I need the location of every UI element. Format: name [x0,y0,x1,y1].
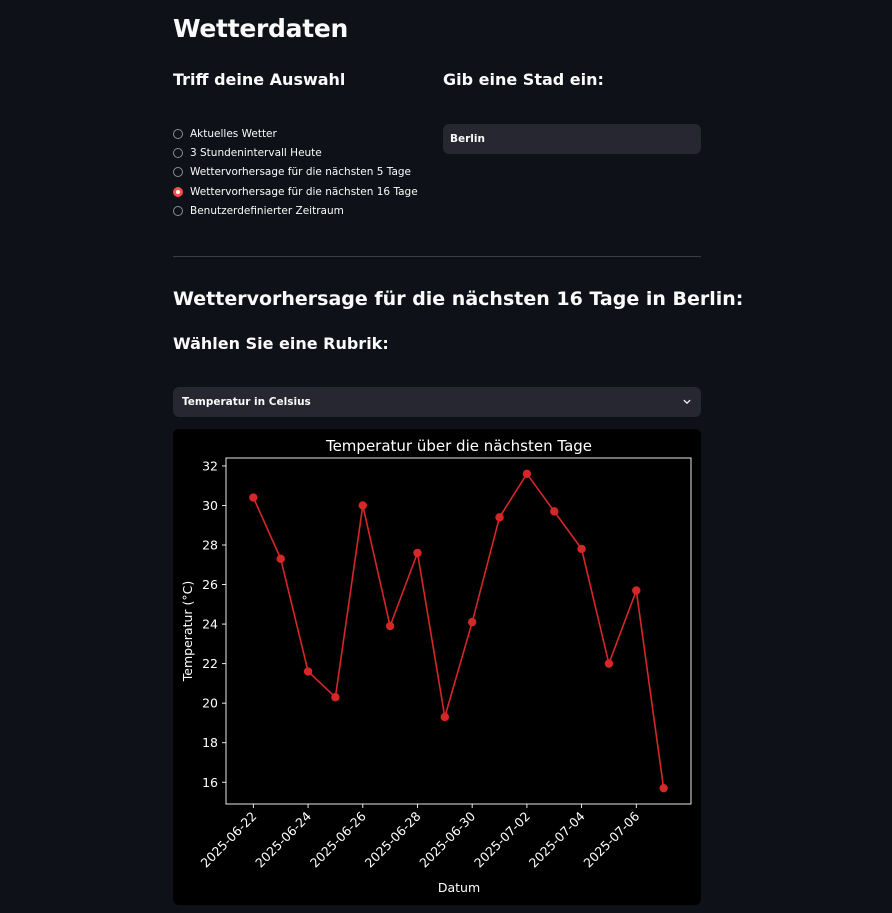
x-tick-label: 2025-06-26 [307,808,369,870]
view-radio-group: Aktuelles Wetter 3 Stundenintervall Heut… [173,124,423,221]
radio-option-3h-interval[interactable]: 3 Stundenintervall Heute [173,143,423,162]
chart-y-label: Temperatur (°C) [180,581,195,682]
y-tick-label: 26 [202,577,218,592]
selection-heading: Triff deine Auswahl [173,70,346,89]
radio-label: 3 Stundenintervall Heute [190,147,322,160]
y-tick-label: 20 [202,696,218,711]
x-tick-label: 2025-07-04 [526,808,588,870]
data-point [632,586,641,595]
x-axis-ticks: 2025-06-222025-06-242025-06-262025-06-28… [197,804,642,870]
x-tick-label: 2025-07-06 [580,808,642,870]
data-point [331,693,340,702]
page-title: Wetterdaten [173,14,348,43]
radio-label: Wettervorhersage für die nächsten 5 Tage [190,166,412,179]
data-point [604,659,614,668]
data-point [577,544,586,554]
rubric-select-value: Temperatur in Celsius [182,396,311,408]
y-tick-label: 22 [202,656,218,671]
chart-plot-frame [225,457,692,805]
city-heading: Gib eine Stad ein: [443,70,604,89]
data-point [303,667,313,676]
x-tick-label: 2025-06-30 [416,808,478,870]
temperature-chart-svg: Temperatur über die nächsten Tage Datum … [180,437,692,895]
data-point [385,621,395,631]
city-input[interactable] [443,124,701,154]
y-tick-label: 32 [202,458,218,473]
radio-label: Aktuelles Wetter [190,127,277,140]
radio-option-16-day-forecast[interactable]: Wettervorhersage für die nächsten 16 Tag… [173,182,423,201]
y-axis-ticks: 16 18 20 22 24 26 28 30 32 [202,458,226,790]
chart-x-label: Datum [438,880,480,895]
data-point [249,493,258,502]
temperature-series [249,469,668,793]
data-point [276,554,285,564]
data-point [550,507,559,516]
radio-circle-icon [173,128,183,139]
y-tick-label: 24 [202,617,218,632]
data-point [440,712,450,722]
y-tick-label: 16 [202,775,218,790]
data-point [659,783,668,793]
data-point [495,513,504,522]
data-point [467,617,477,627]
data-point [358,501,367,510]
data-point [522,469,532,479]
x-tick-label: 2025-07-02 [471,809,533,871]
temperature-chart: Temperatur über die nächsten Tage Datum … [173,429,701,905]
radio-option-current-weather[interactable]: Aktuelles Wetter [173,124,423,143]
chart-title: Temperatur über die nächsten Tage [325,437,592,455]
y-tick-label: 18 [202,735,218,750]
radio-selected-icon [173,186,183,197]
radio-circle-icon [173,167,183,178]
rubric-select[interactable]: Temperatur in Celsius [173,387,701,417]
divider [173,256,701,257]
x-tick-label: 2025-06-28 [362,808,424,870]
y-tick-label: 28 [202,537,218,552]
forecast-heading: Wettervorhersage für die nächsten 16 Tag… [173,288,744,310]
x-tick-label: 2025-06-24 [252,808,314,870]
radio-circle-icon [173,206,183,217]
radio-option-5-day-forecast[interactable]: Wettervorhersage für die nächsten 5 Tage [173,163,423,182]
chevron-down-icon [683,399,691,404]
radio-circle-icon [173,148,183,159]
radio-label: Benutzerdefinierter Zeitraum [190,205,344,218]
rubric-heading: Wählen Sie eine Rubrik: [173,334,389,353]
y-tick-label: 30 [202,498,218,513]
x-tick-label: 2025-06-22 [197,809,259,871]
radio-option-custom-range[interactable]: Benutzerdefinierter Zeitraum [173,202,423,221]
data-point [413,548,422,558]
temperature-line [252,472,665,789]
radio-label: Wettervorhersage für die nächsten 16 Tag… [190,185,418,198]
